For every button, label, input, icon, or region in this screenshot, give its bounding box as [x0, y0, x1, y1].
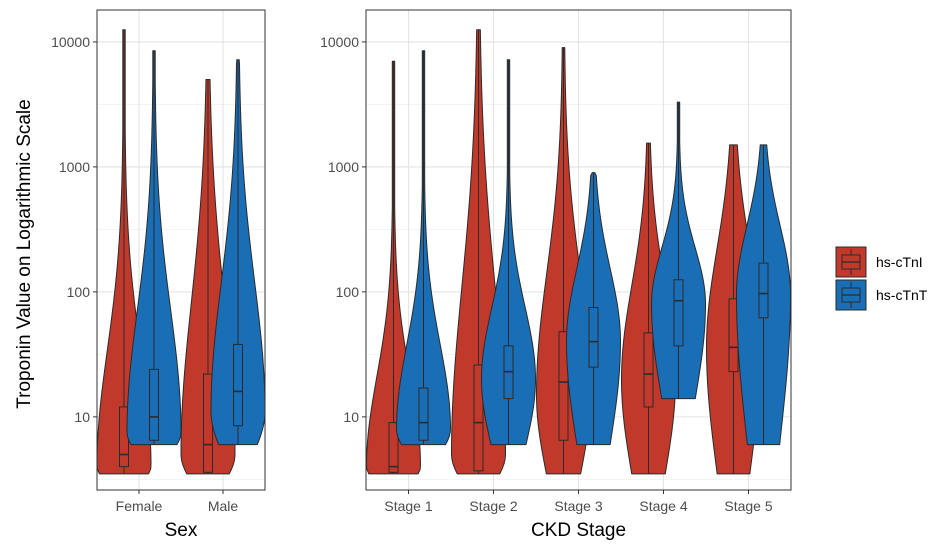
x-tick-label: Stage 2 — [469, 498, 517, 514]
x-axis-title: CKD Stage — [531, 520, 626, 541]
panel-border — [96, 9, 266, 491]
violin-hs-cTnT-stage-1 — [396, 50, 451, 446]
violin-box — [473, 364, 484, 472]
violin-box — [149, 368, 159, 441]
panels-layer: 10 100 1000 10000 Female Male Sex 10 100 1000 1000… — [51, 9, 792, 541]
x-tick-label: Stage 1 — [384, 498, 432, 514]
y-tick-label: 10000 — [51, 34, 90, 50]
y-tick-label: 10000 — [320, 34, 359, 50]
violin-box — [558, 331, 569, 441]
violin-box — [673, 279, 684, 347]
violin-box — [643, 332, 654, 408]
violin-box — [388, 422, 399, 473]
y-tick-label: 10 — [343, 409, 359, 425]
legend-item-hs-cTnT: hs-cTnT — [835, 279, 928, 311]
panel-1: 10 100 1000 10000 Female Male Sex — [51, 9, 266, 541]
violin-hs-cTnT-stage-3 — [566, 172, 621, 446]
legend-label: hs-cTnI — [876, 254, 923, 270]
violin-hs-cTnT-stage-4 — [651, 101, 706, 400]
legend-label: hs-cTnT — [876, 287, 928, 303]
x-axis-title: Sex — [165, 520, 198, 541]
x-tick-label: Stage 4 — [639, 498, 687, 514]
panel-2: 10 100 1000 10000 Stage 1 Stage 2 Stage 3 Stage… — [320, 9, 792, 541]
y-tick-label: 10 — [74, 409, 90, 425]
violin-box — [418, 387, 429, 441]
legend: hs-cTnI hs-cTnT — [835, 246, 928, 311]
violin-box — [233, 343, 243, 427]
y-tick-label: 100 — [336, 284, 360, 300]
violin-hs-cTnT-stage-2 — [481, 59, 536, 446]
y-tick-label: 100 — [67, 284, 91, 300]
violin-hs-cTnT-female — [126, 50, 182, 446]
x-tick-label: Stage 3 — [554, 498, 602, 514]
violin-box — [758, 262, 769, 319]
violin-box — [588, 307, 599, 368]
x-tick-label: Female — [116, 498, 163, 514]
violin-hs-cTnT-male — [210, 59, 266, 446]
y-axis-title: Troponin Value on Logarithmic Scale — [14, 99, 35, 408]
legend-item-hs-cTnI: hs-cTnI — [835, 246, 923, 278]
y-tick-label: 1000 — [59, 159, 90, 175]
x-tick-label: Male — [208, 498, 239, 514]
x-tick-label: Stage 5 — [724, 498, 772, 514]
y-tick-label: 1000 — [328, 159, 359, 175]
violin-hs-cTnT-stage-5 — [736, 144, 791, 446]
